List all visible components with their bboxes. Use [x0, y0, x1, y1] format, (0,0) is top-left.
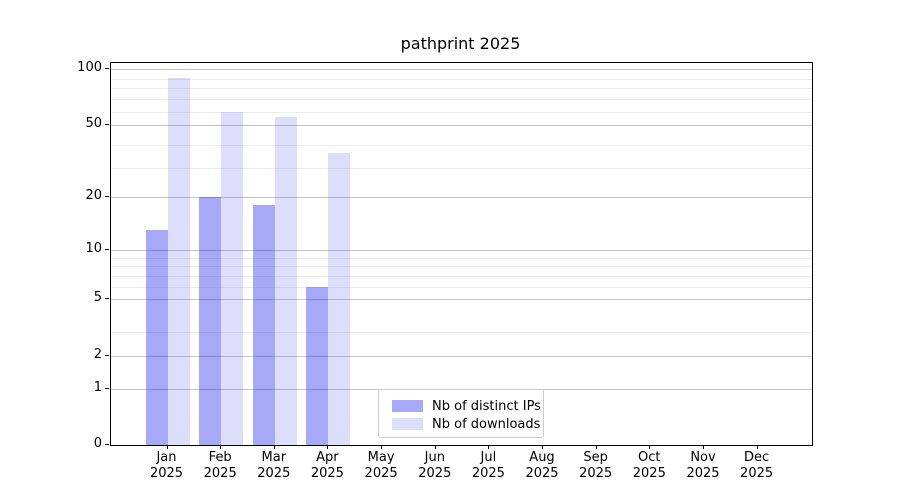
- legend-entry-downloads: Nb of downloads: [392, 415, 543, 433]
- gridline-minor: [111, 99, 812, 101]
- x-tick-mark: [756, 445, 758, 449]
- bar-downloads-apr: [328, 153, 351, 445]
- x-tick-label-oct: Oct 2025: [632, 450, 666, 481]
- plot-area: [110, 62, 813, 446]
- x-tick-label-nov: Nov 2025: [686, 450, 720, 481]
- gridline-minor: [111, 275, 812, 277]
- gridline-major: [111, 299, 812, 301]
- x-tick-mark: [220, 445, 222, 449]
- x-tick-label-aug: Aug 2025: [525, 450, 559, 481]
- y-tick-mark: [105, 68, 109, 70]
- x-tick-mark: [595, 445, 597, 449]
- x-tick-mark: [166, 445, 168, 449]
- gridline-major: [111, 124, 812, 126]
- x-tick-label-dec: Dec 2025: [740, 450, 774, 481]
- gridline-major: [111, 69, 812, 71]
- legend-label-downloads: Nb of downloads: [432, 416, 541, 432]
- y-tick-mark: [105, 123, 109, 125]
- y-tick-mark: [105, 354, 109, 356]
- y-tick-label: 5: [93, 290, 102, 306]
- bar-distinct-ips-feb: [199, 197, 222, 445]
- y-tick-label: 20: [85, 188, 102, 204]
- y-tick-label: 10: [85, 240, 102, 256]
- x-tick-label-jan: Jan 2025: [149, 450, 184, 481]
- bar-downloads-jan: [167, 77, 190, 445]
- x-tick-label-jul: Jul 2025: [471, 450, 505, 481]
- y-tick-mark: [105, 387, 109, 389]
- y-tick-mark: [105, 196, 109, 198]
- gridline-minor: [111, 286, 812, 288]
- y-tick-label: 1: [93, 379, 102, 395]
- bar-distinct-ips-mar: [252, 205, 275, 445]
- y-tick-mark: [105, 444, 109, 445]
- bar-distinct-ips-jan: [145, 230, 168, 445]
- gridline-minor: [111, 332, 812, 334]
- y-tick-label: 2: [93, 346, 102, 362]
- gridline-minor: [111, 257, 812, 259]
- x-tick-label-mar: Mar 2025: [257, 450, 291, 481]
- gridline-major: [111, 197, 812, 199]
- x-tick-mark: [703, 445, 704, 449]
- x-tick-label-apr: Apr 2025: [310, 450, 344, 481]
- gridline-minor: [111, 88, 812, 90]
- y-tick-label: 50: [85, 115, 102, 131]
- gridline-minor: [111, 111, 812, 113]
- gridline-minor: [111, 168, 812, 170]
- y-tick-label: 0: [93, 436, 102, 451]
- gridline-minor: [111, 266, 812, 268]
- y-tick-mark: [105, 248, 109, 250]
- legend-box: Nb of distinct IPs Nb of downloads: [378, 389, 544, 438]
- x-tick-mark: [273, 445, 275, 449]
- chart-title: pathprint 2025: [400, 34, 521, 53]
- x-tick-mark: [649, 445, 651, 449]
- x-tick-mark: [327, 445, 329, 449]
- x-tick-mark: [542, 445, 543, 449]
- legend-entry-distinct-ips: Nb of distinct IPs: [392, 397, 543, 415]
- legend-swatch-distinct-ips: [392, 400, 423, 412]
- x-tick-label-jun: Jun 2025: [418, 450, 452, 481]
- bar-downloads-feb: [221, 111, 244, 445]
- x-tick-mark: [381, 445, 383, 449]
- bar-distinct-ips-apr: [306, 286, 329, 445]
- gridline-minor: [111, 78, 812, 80]
- x-tick-label-sep: Sep 2025: [579, 450, 613, 481]
- y-tick-mark: [105, 298, 109, 300]
- gridline-major: [111, 355, 812, 357]
- x-tick-label-may: May 2025: [364, 450, 398, 481]
- y-tick-label: 100: [77, 60, 102, 76]
- gridline-major: [111, 249, 812, 251]
- x-tick-mark: [434, 445, 436, 449]
- x-tick-label-feb: Feb 2025: [203, 450, 237, 481]
- x-tick-mark: [488, 445, 490, 449]
- legend-swatch-downloads: [392, 418, 423, 430]
- gridline-minor: [111, 144, 812, 146]
- bar-downloads-mar: [274, 117, 297, 445]
- legend-label-distinct-ips: Nb of distinct IPs: [432, 398, 541, 414]
